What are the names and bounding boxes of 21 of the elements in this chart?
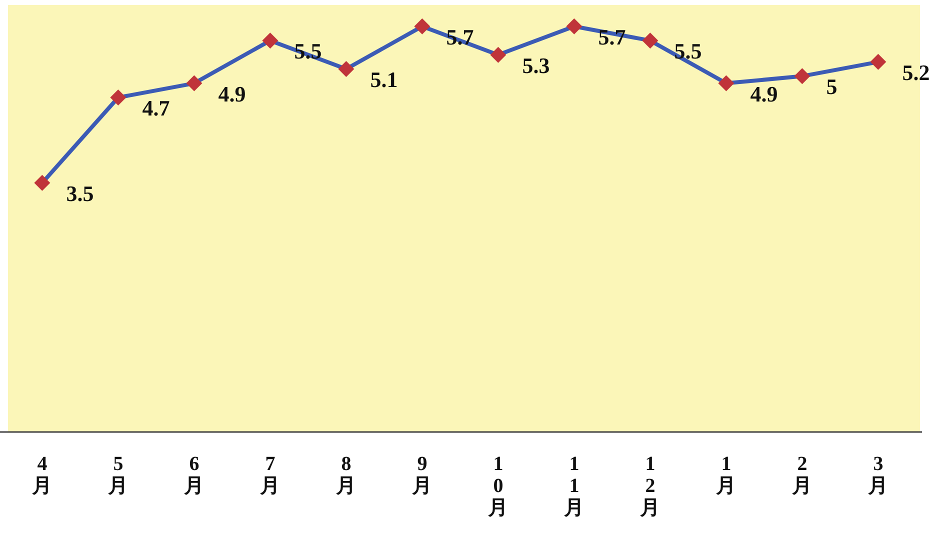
data-label: 5.3 <box>522 52 550 78</box>
data-label: 3.5 <box>66 180 94 206</box>
x-tick-label: 6月 <box>183 453 204 497</box>
x-tick-label: 8月 <box>335 453 356 497</box>
x-tick-label: 12月 <box>639 453 660 519</box>
x-tick-label: 9月 <box>411 453 432 497</box>
x-tick-label: 3月 <box>867 453 888 497</box>
data-label: 4.9 <box>218 81 246 106</box>
x-tick-label: 10月 <box>487 453 508 519</box>
x-tick-label: 11月 <box>563 453 584 519</box>
x-tick-label: 7月 <box>259 453 280 497</box>
x-tick-label: 2月 <box>791 453 812 497</box>
x-tick-label: 4月 <box>31 453 52 497</box>
data-label: 5.5 <box>674 38 702 64</box>
data-label: 4.7 <box>142 96 170 121</box>
data-label: 5.1 <box>370 67 398 92</box>
data-label: 5.2 <box>902 60 930 85</box>
data-label: 4.9 <box>750 81 778 106</box>
x-tick-label: 1月 <box>715 453 736 497</box>
data-label: 5 <box>826 74 838 100</box>
x-tick-label: 5月 <box>107 453 128 497</box>
